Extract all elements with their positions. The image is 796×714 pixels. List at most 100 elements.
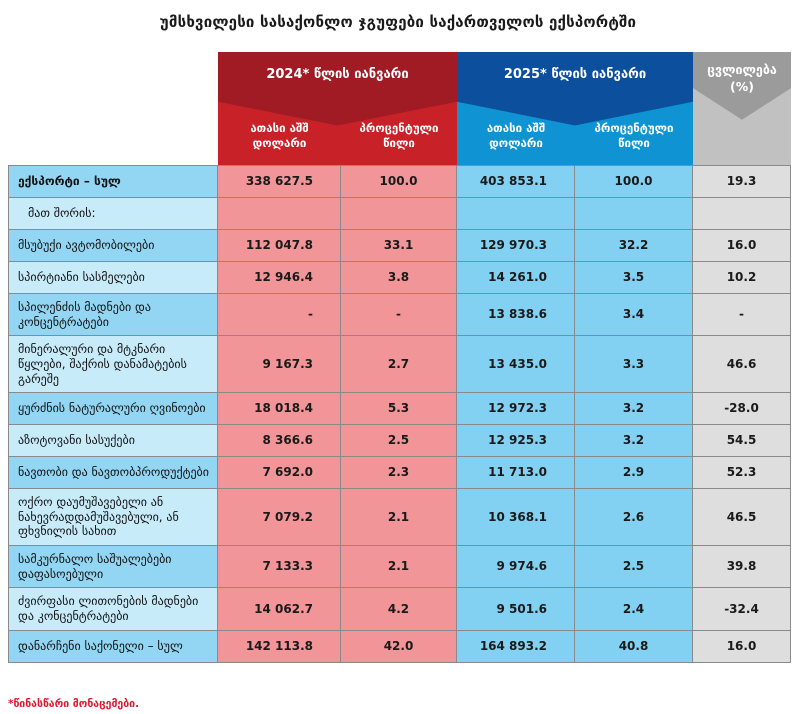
commodity-label: სპირტიანი სასმელები xyxy=(9,262,218,293)
change-cell: 10.2 xyxy=(693,262,790,293)
commodity-label: ძვირფასი ლითონების მადნები და კონცენტრატ… xyxy=(9,588,218,630)
commodity-label: აზოტოვანი სასუქები xyxy=(9,425,218,457)
change-cell: 39.8 xyxy=(693,546,790,588)
table-row: ექსპორტი – სულ 338 627.5 100.0 403 853.1… xyxy=(9,166,790,198)
share-2025-cell: 2.9 xyxy=(575,457,693,489)
table-row: ნავთობი და ნავთობპროდუქტები 7 692.0 2.3 … xyxy=(9,457,790,490)
share-2024-cell: 100.0 xyxy=(341,166,457,197)
table-row: სამკურნალო საშუალებები დაფასოებული 7 133… xyxy=(9,546,790,589)
change-cell: 54.5 xyxy=(693,425,790,457)
share-2025-cell: 40.8 xyxy=(575,630,693,662)
amount-2025-cell: 9 974.6 xyxy=(457,546,575,588)
header-change-group: ცვლილება (%) xyxy=(693,52,791,165)
change-cell: - xyxy=(693,294,790,336)
header-2024-group: 2024* წლის იანვარი ათასი აშშ დოლარი პროც… xyxy=(218,52,457,165)
table-row: მათ შორის: xyxy=(9,198,790,230)
share-2024-cell: 2.1 xyxy=(341,489,457,545)
share-2025-cell: 2.5 xyxy=(575,546,693,588)
amount-2025-cell: 12 972.3 xyxy=(457,393,575,425)
header-2025-subcolumns: ათასი აშშ დოლარი პროცენტული წილი xyxy=(457,107,693,165)
change-cell: -32.4 xyxy=(693,588,790,630)
table-row: მინერალური და მტკნარი წყლები, შაქრის დან… xyxy=(9,336,790,394)
commodity-label: მინერალური და მტკნარი წყლები, შაქრის დან… xyxy=(9,336,218,393)
amount-2024-cell: 12 946.4 xyxy=(218,262,341,293)
amount-2024-cell: 7 692.0 xyxy=(218,457,341,489)
amount-2024-cell: 8 366.6 xyxy=(218,425,341,457)
share-2024-cell xyxy=(341,198,457,229)
header-2024-subcolumns: ათასი აშშ დოლარი პროცენტული წილი xyxy=(218,107,457,165)
exports-table: 2024* წლის იანვარი ათასი აშშ დოლარი პროც… xyxy=(8,52,791,663)
commodity-label: დანარჩენი საქონელი – სულ xyxy=(9,630,218,662)
amount-2024-cell: 9 167.3 xyxy=(218,336,341,393)
table-row: სპილენძის მადნები და კონცენტრატები - - 1… xyxy=(9,294,790,337)
amount-2025-cell: 13 435.0 xyxy=(457,336,575,393)
commodity-label: სამკურნალო საშუალებები დაფასოებული xyxy=(9,546,218,588)
share-2024-cell: 3.8 xyxy=(341,262,457,293)
commodity-label: მათ შორის: xyxy=(9,198,218,229)
amount-2025-cell: 14 261.0 xyxy=(457,262,575,293)
share-2025-cell: 3.2 xyxy=(575,393,693,425)
commodity-label: ოქრო დაუმუშავებელი ან ნახევრადდამუშავებუ… xyxy=(9,489,218,545)
table-row: აზოტოვანი სასუქები 8 366.6 2.5 12 925.3 … xyxy=(9,425,790,458)
share-2025-cell: 3.5 xyxy=(575,262,693,293)
share-2024-cell: 4.2 xyxy=(341,588,457,630)
commodity-label: სპილენძის მადნები და კონცენტრატები xyxy=(9,294,218,336)
year-2025-label: 2025* წლის იანვარი xyxy=(503,66,647,82)
change-cell: 52.3 xyxy=(693,457,790,489)
amount-2025-cell: 13 838.6 xyxy=(457,294,575,336)
share-2025-cell: 32.2 xyxy=(575,230,693,261)
table-body: ექსპორტი – სულ 338 627.5 100.0 403 853.1… xyxy=(8,165,791,663)
share-2024-cell: 2.3 xyxy=(341,457,457,489)
share-2025-cell xyxy=(575,198,693,229)
amount-2025-cell: 9 501.6 xyxy=(457,588,575,630)
share-2025-cell: 2.4 xyxy=(575,588,693,630)
change-cell: 19.3 xyxy=(693,166,790,197)
year-2024-label: 2024* წლის იანვარი xyxy=(266,66,409,82)
amount-2024-cell: - xyxy=(218,294,341,336)
footnote: *წინასწარი მონაცემები. xyxy=(8,698,140,710)
share-2025-cell: 100.0 xyxy=(575,166,693,197)
change-cell: 16.0 xyxy=(693,630,790,662)
share-2025-cell: 3.4 xyxy=(575,294,693,336)
amount-2025-cell xyxy=(457,198,575,229)
table-row: ოქრო დაუმუშავებელი ან ნახევრადდამუშავებუ… xyxy=(9,489,790,546)
table-row: ყურძნის ნატურალური ღვინოები 18 018.4 5.3… xyxy=(9,393,790,426)
sub-col-percent-label: პროცენტული წილი xyxy=(359,121,439,150)
change-cell: 16.0 xyxy=(693,230,790,261)
amount-2024-cell: 14 062.7 xyxy=(218,588,341,630)
share-2024-cell: 33.1 xyxy=(341,230,457,261)
amount-2024-cell: 18 018.4 xyxy=(218,393,341,425)
share-2024-cell: 2.7 xyxy=(341,336,457,393)
commodity-label: ყურძნის ნატურალური ღვინოები xyxy=(9,393,218,425)
table-row: მსუბუქი ავტომობილები 112 047.8 33.1 129 … xyxy=(9,230,790,262)
share-2025-cell: 3.2 xyxy=(575,425,693,457)
share-2025-cell: 3.3 xyxy=(575,336,693,393)
share-2024-cell: 5.3 xyxy=(341,393,457,425)
amount-2025-cell: 10 368.1 xyxy=(457,489,575,545)
amount-2025-cell: 11 713.0 xyxy=(457,457,575,489)
table-row: დანარჩენი საქონელი – სულ 142 113.8 42.0 … xyxy=(9,630,790,662)
share-2024-cell: 42.0 xyxy=(341,630,457,662)
amount-2024-cell: 112 047.8 xyxy=(218,230,341,261)
amount-2024-cell xyxy=(218,198,341,229)
share-2024-cell: - xyxy=(341,294,457,336)
commodity-label: ნავთობი და ნავთობპროდუქტები xyxy=(9,457,218,489)
amount-2025-cell: 164 893.2 xyxy=(457,630,575,662)
amount-2024-cell: 7 133.3 xyxy=(218,546,341,588)
commodity-label: მსუბუქი ავტომობილები xyxy=(9,230,218,261)
table-row: სპირტიანი სასმელები 12 946.4 3.8 14 261.… xyxy=(9,262,790,294)
change-cell xyxy=(693,198,790,229)
amount-2025-cell: 403 853.1 xyxy=(457,166,575,197)
amount-2024-cell: 7 079.2 xyxy=(218,489,341,545)
page-title: უმსხვილესი სასაქონლო ჯგუფები საქართველოს… xyxy=(159,13,637,31)
table-row: ძვირფასი ლითონების მადნები და კონცენტრატ… xyxy=(9,588,790,631)
header-spacer xyxy=(8,52,218,165)
change-header-label: ცვლილება (%) xyxy=(707,62,777,94)
amount-2025-cell: 129 970.3 xyxy=(457,230,575,261)
sub-col-amount-label: ათასი აშშ დოლარი xyxy=(486,121,546,150)
header-2025-group: 2025* წლის იანვარი ათასი აშშ დოლარი პროც… xyxy=(457,52,693,165)
sub-col-percent-label: პროცენტული წილი xyxy=(594,121,674,150)
share-2024-cell: 2.1 xyxy=(341,546,457,588)
sub-col-amount-label: ათასი აშშ დოლარი xyxy=(250,121,309,150)
